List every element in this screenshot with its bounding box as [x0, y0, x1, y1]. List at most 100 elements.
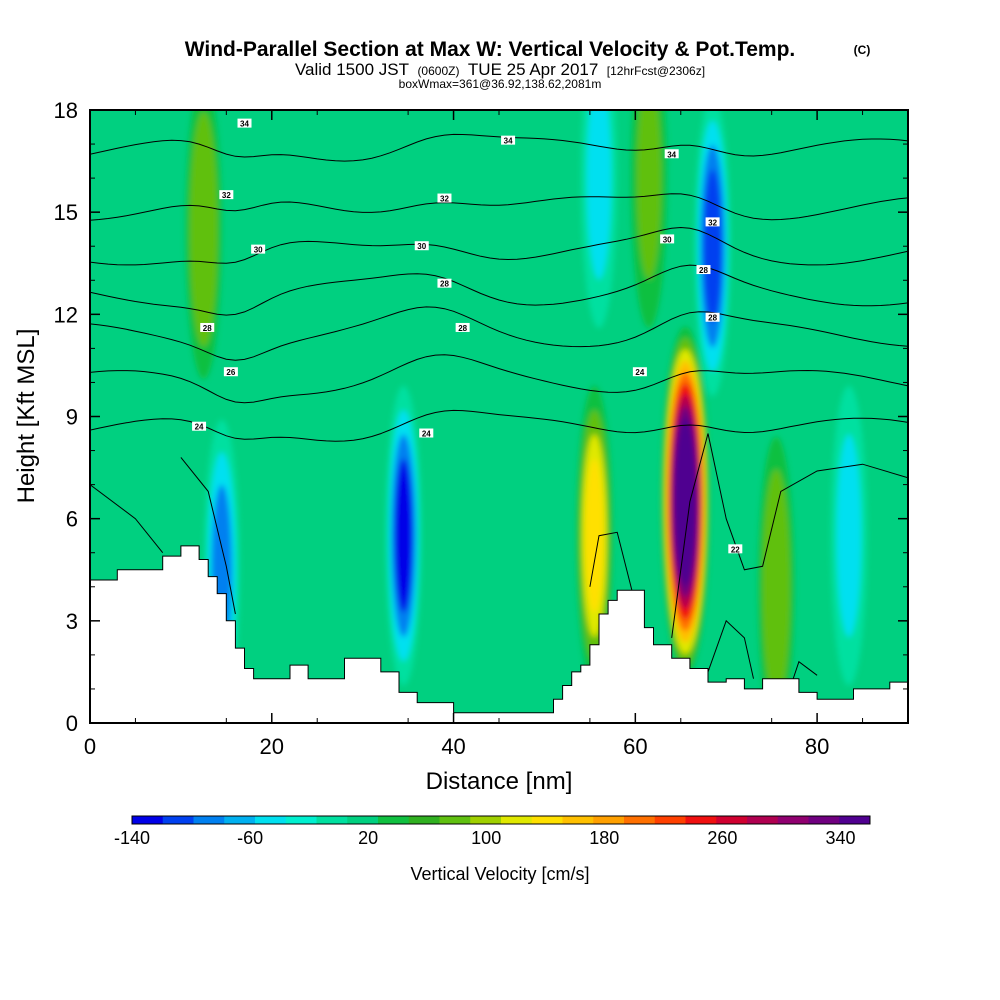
x-tick-label-80: 80 [805, 734, 829, 759]
y-tick-label-12: 12 [54, 302, 78, 327]
isentrope-label-7: 30 [414, 241, 429, 251]
isentrope-label-0: 34 [237, 118, 252, 129]
isentrope-32-5 [90, 193, 908, 221]
velocity-feature-8-level-1 [636, 110, 662, 280]
isentrope-label-5: 32 [705, 217, 720, 227]
colorbar-swatch-23 [839, 816, 871, 824]
x-tick-label-0: 0 [84, 734, 96, 759]
colorbar-tick-label--60: -60 [237, 828, 263, 848]
isentrope-label-8: 30 [660, 234, 675, 244]
colorbar-swatch-6 [316, 816, 348, 824]
svg-text:30: 30 [254, 246, 263, 255]
svg-text:28: 28 [203, 324, 212, 333]
valid-utc: (0600Z) [417, 64, 459, 78]
colorbar-swatch-17 [654, 816, 686, 824]
isentrope-label-14: 26 [223, 367, 238, 377]
isentrope-labels: 34 34 34 32 32 32 30 30 30 28 28 28 28 28 26 24 24 24 22 [192, 118, 743, 554]
copyright-mark: (C) [854, 43, 871, 57]
svg-text:34: 34 [667, 150, 676, 159]
colorbar-frame [131, 815, 871, 825]
isentrope-28-3 [90, 264, 908, 316]
colorbar-swatch-20 [747, 816, 779, 824]
low-contour-0 [180, 457, 236, 615]
svg-text:30: 30 [417, 242, 426, 251]
colorbar-tick-label-100: 100 [471, 828, 501, 848]
isentrope-label-10: 28 [696, 265, 711, 275]
colorbar-swatch-21 [777, 816, 809, 824]
colorbar-swatch-18 [685, 816, 717, 824]
y-tick-label-3: 3 [66, 609, 78, 634]
valid-date: TUE 25 Apr 2017 [468, 60, 598, 79]
svg-text:28: 28 [708, 314, 717, 323]
svg-text:34: 34 [504, 137, 513, 146]
low-contour-4 [707, 619, 754, 679]
colorbar-swatch-4 [255, 816, 287, 824]
low-contour-3 [671, 433, 908, 638]
colorbar-swatch-22 [808, 816, 840, 824]
valid-prefix: Valid 1500 JST [295, 60, 409, 79]
colorbar-tick-label-260: 260 [707, 828, 737, 848]
isentrope-30-4 [90, 226, 908, 266]
svg-text:28: 28 [440, 280, 449, 289]
colorbar-swatch-14 [562, 816, 594, 824]
velocity-feature-2-level-3 [585, 458, 604, 613]
isentrope-label-12: 28 [200, 322, 215, 333]
svg-text:34: 34 [240, 120, 249, 129]
svg-text:26: 26 [226, 368, 235, 377]
colorbar-swatch-2 [193, 816, 225, 824]
box-info: boxWmax=361@36.92,138.62,2081m [399, 77, 602, 91]
colorbar-tick-label-180: 180 [589, 828, 619, 848]
svg-text:24: 24 [422, 430, 431, 439]
colorbar-title: Vertical Velocity [cm/s] [410, 864, 589, 884]
isentrope-label-1: 34 [501, 135, 516, 146]
svg-text:30: 30 [663, 235, 672, 244]
y-tick-label-9: 9 [66, 405, 78, 430]
colorbar-swatch-11 [470, 816, 502, 824]
low-contour-1 [90, 484, 164, 554]
velocity-feature-0-level-3 [394, 458, 413, 613]
velocity-feature-9-level-1 [586, 110, 612, 280]
isentrope-label-6: 30 [251, 244, 266, 255]
y-tick-label-0: 0 [66, 711, 78, 736]
isentrope-label-3: 32 [219, 190, 234, 200]
svg-text:28: 28 [699, 266, 708, 275]
svg-text:32: 32 [708, 218, 717, 227]
colorbar-swatch-10 [439, 816, 471, 824]
x-tick-label-60: 60 [623, 734, 647, 759]
x-tick-label-40: 40 [441, 734, 465, 759]
isentrope-label-16: 24 [192, 421, 207, 432]
colorbar-swatch-7 [347, 816, 379, 824]
low-contour-2 [589, 531, 636, 604]
field-features [185, 110, 867, 723]
chart-title: Wind-Parallel Section at Max W: Vertical… [185, 38, 796, 61]
velocity-feature-3-level-3 [703, 169, 722, 324]
svg-text:24: 24 [635, 368, 644, 377]
isentrope-label-9: 28 [437, 278, 452, 289]
velocity-feature-6-level-2 [766, 501, 787, 672]
colorbar-swatch-15 [593, 816, 625, 824]
colorbar: -140 -60 20 100 180 260 340 [114, 815, 871, 848]
isentrope-label-13: 28 [455, 322, 470, 333]
y-tick-label-18: 18 [54, 98, 78, 123]
x-tick-label-20: 20 [260, 734, 284, 759]
y-axis-label: Height [Kft MSL] [13, 329, 40, 504]
isentrope-26-1 [90, 354, 908, 404]
colorbar-swatch-16 [624, 816, 656, 824]
svg-text:22: 22 [731, 545, 740, 554]
x-axis-label: Distance [nm] [426, 768, 573, 795]
y-tick-label-6: 6 [66, 507, 78, 532]
axes: 0 20 40 60 80 0 3 6 9 12 15 18 [54, 98, 908, 759]
colorbar-swatch-12 [501, 816, 533, 824]
svg-text:32: 32 [222, 191, 231, 200]
velocity-feature-1-level-9 [675, 429, 696, 575]
colorbar-swatch-5 [285, 816, 317, 824]
colorbar-swatch-1 [162, 816, 194, 824]
colorbar-swatch-0 [132, 816, 164, 824]
colorbar-tick-label-340: 340 [825, 828, 855, 848]
colorbar-tick-label--140: -140 [114, 828, 150, 848]
isentrope-28-2 [90, 306, 908, 361]
isentrope-label-15: 24 [632, 367, 647, 377]
isentrope-label-17: 24 [419, 428, 434, 439]
isentrope-34-6 [90, 133, 908, 162]
